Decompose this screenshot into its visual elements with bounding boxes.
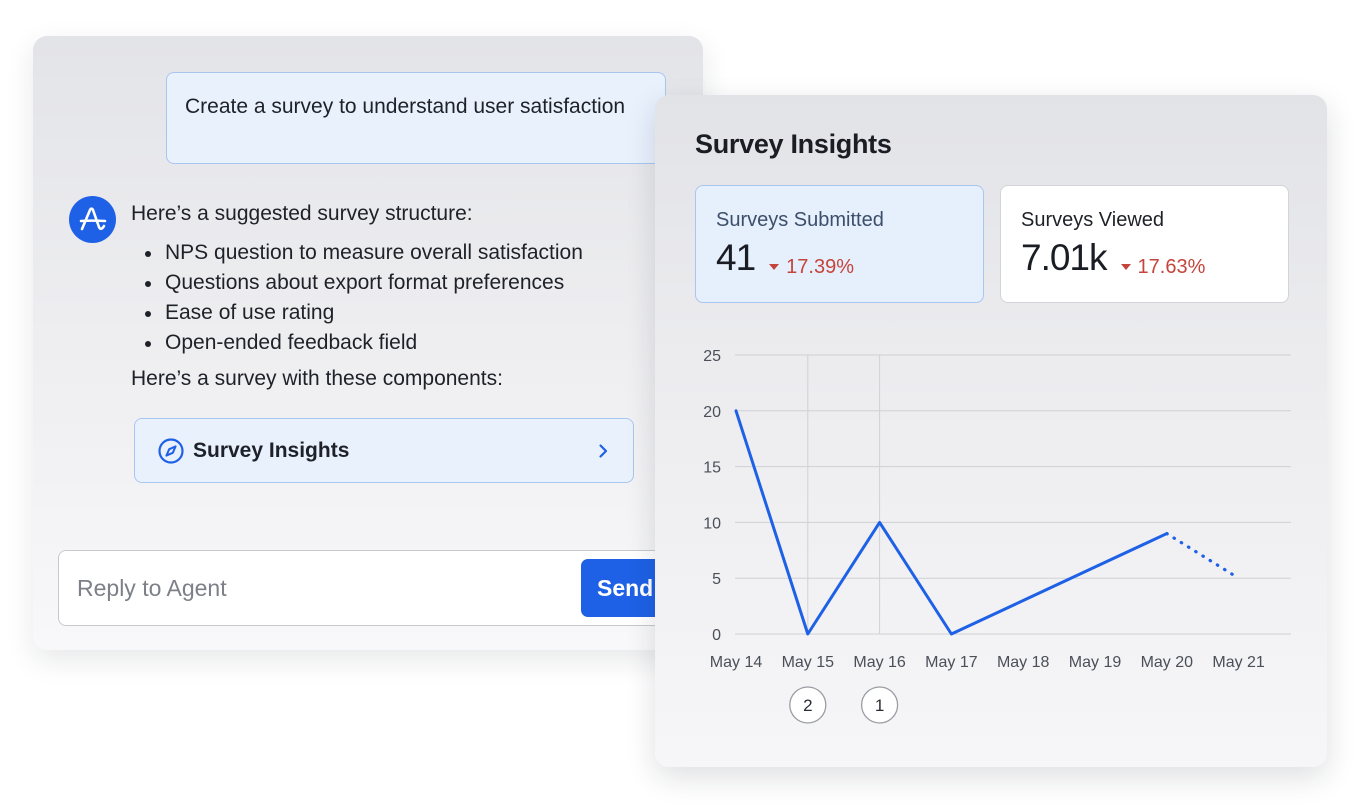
down-caret-icon xyxy=(769,264,780,270)
survey-insights-link-label: Survey Insights xyxy=(193,438,350,462)
x-tick-label: May 21 xyxy=(1212,654,1265,671)
metric-value: 7.01k xyxy=(1021,237,1108,278)
metric-card-surveys-viewed[interactable]: Surveys Viewed 7.01k 17.63% xyxy=(1000,185,1289,303)
page-title: Survey Insights xyxy=(695,129,892,159)
metric-change-value: 17.39% xyxy=(786,255,854,278)
y-tick-label: 15 xyxy=(703,460,721,477)
survey-insights-link[interactable]: Survey Insights xyxy=(134,418,634,483)
metric-change: 17.39% xyxy=(769,256,854,279)
y-tick-label: 0 xyxy=(712,627,721,644)
annotation-label: 2 xyxy=(803,696,812,715)
series-projection-line xyxy=(1165,531,1241,580)
survey-insights-panel: Survey Insights Surveys Submitted 41 17.… xyxy=(655,95,1327,767)
agent-bullet-list: NPS question to measure overall satisfac… xyxy=(131,238,671,358)
list-item: Questions about export format preference… xyxy=(131,268,671,298)
chevron-right-icon xyxy=(593,441,613,461)
user-message-bubble: Create a survey to understand user satis… xyxy=(166,72,666,164)
list-item: Ease of use rating xyxy=(131,298,671,328)
agent-message: Here’s a suggested survey structure: NPS… xyxy=(131,199,671,394)
annotation-marker xyxy=(860,686,899,724)
reply-input[interactable] xyxy=(58,550,673,626)
x-tick-label: May 16 xyxy=(853,654,906,671)
agent-intro-text: Here’s a suggested survey structure: xyxy=(131,202,473,225)
surveys-line-chart: 0 5 10 15 20 25 2 1 May 14 May 15 May 16 May 17 May … xyxy=(703,348,1291,724)
x-tick-label: May 19 xyxy=(1069,654,1122,671)
x-tick-label: May 20 xyxy=(1141,654,1194,671)
metric-card-surveys-submitted[interactable]: Surveys Submitted 41 17.39% xyxy=(695,185,984,303)
metric-label: Surveys Submitted xyxy=(716,209,884,231)
metric-label: Surveys Viewed xyxy=(1021,209,1165,231)
list-item: Open-ended feedback field xyxy=(131,328,671,358)
list-item: NPS question to measure overall satisfac… xyxy=(131,238,671,268)
y-tick-label: 20 xyxy=(703,404,721,421)
x-tick-label: May 18 xyxy=(997,654,1050,671)
compass-icon xyxy=(157,437,185,465)
metric-value: 41 xyxy=(716,237,756,278)
y-tick-label: 10 xyxy=(703,515,721,532)
x-tick-label: May 14 xyxy=(710,654,763,671)
metric-change: 17.63% xyxy=(1120,255,1206,279)
amplitude-logo-icon xyxy=(69,196,116,243)
agent-outro-text: Here’s a survey with these components: xyxy=(131,367,503,390)
down-caret-icon xyxy=(1120,264,1131,270)
annotation-marker xyxy=(789,686,827,724)
agent-chat-panel: Create a survey to understand user satis… xyxy=(33,36,703,650)
y-tick-label: 25 xyxy=(703,348,721,365)
x-tick-label: May 15 xyxy=(782,654,835,671)
series-line xyxy=(734,409,1169,636)
y-tick-label: 5 xyxy=(712,571,721,588)
metric-change-value: 17.63% xyxy=(1137,255,1206,278)
x-tick-label: May 17 xyxy=(925,654,978,671)
annotation-label: 1 xyxy=(875,696,884,715)
